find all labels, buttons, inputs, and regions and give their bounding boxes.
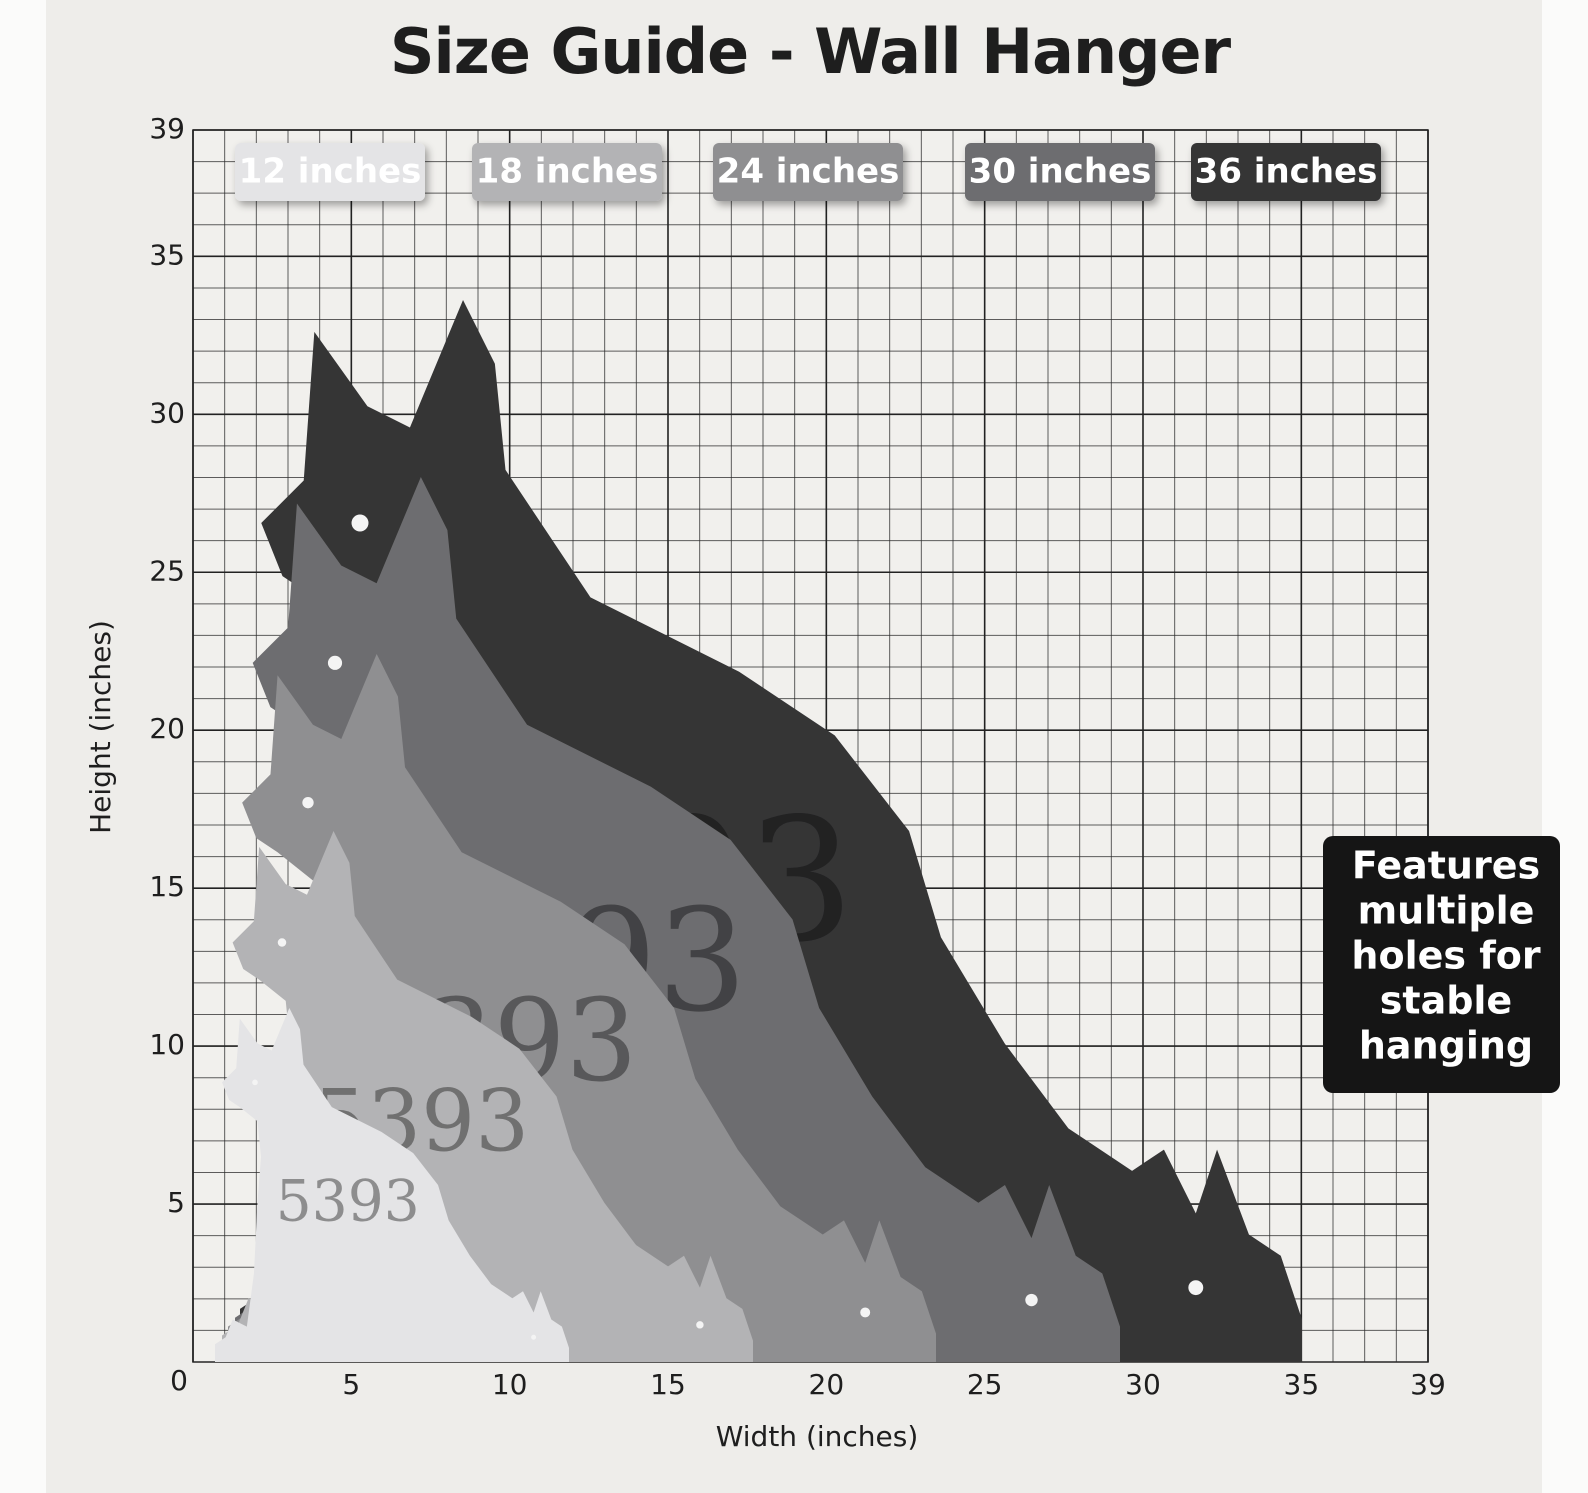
size-label-box	[713, 143, 903, 201]
note-line: Features	[1352, 844, 1540, 888]
mount-hole	[327, 655, 343, 670]
y-tick-label: 39	[149, 112, 185, 145]
y-tick-label: 15	[149, 870, 185, 903]
dog-silhouette: 5393	[215, 1008, 569, 1362]
y-tick-label: 20	[149, 712, 185, 745]
x-tick-label: 30	[1125, 1368, 1161, 1401]
x-tick-label: 20	[809, 1368, 845, 1401]
mount-hole	[252, 1079, 258, 1086]
note-line: hanging	[1359, 1024, 1533, 1068]
size-label: 24 inches	[717, 152, 900, 192]
x-axis-label: Width (inches)	[716, 1420, 919, 1453]
x-tick-label: 5	[342, 1368, 360, 1401]
mount-hole	[531, 1334, 537, 1340]
house-number: 5393	[276, 1169, 420, 1235]
mount-hole	[1025, 1293, 1038, 1307]
size-label-box	[1191, 143, 1381, 201]
size-label: 30 inches	[969, 152, 1152, 192]
size-label: 18 inches	[476, 152, 659, 192]
mount-hole	[860, 1307, 871, 1318]
dog-body	[215, 1008, 569, 1362]
x-tick-label: 10	[492, 1368, 528, 1401]
size-label: 12 inches	[239, 152, 422, 192]
note-line: holes for	[1351, 934, 1540, 978]
size-label: 36 inches	[1195, 152, 1378, 192]
x-tick-label: 15	[650, 1368, 686, 1401]
y-tick-label: 25	[149, 554, 185, 587]
mount-hole	[277, 938, 287, 947]
y-tick-label: 30	[149, 396, 185, 429]
y-tick-label: 5	[167, 1186, 185, 1219]
size-labels: 12 inches 18 inches 24 inches 30 inches 36 i…	[235, 143, 1381, 201]
size-label-box	[965, 143, 1155, 201]
x-tick-label: 35	[1284, 1368, 1320, 1401]
x-tick-label: 25	[967, 1368, 1003, 1401]
note-box	[1323, 836, 1560, 1093]
x-tick-label: 39	[1410, 1368, 1446, 1401]
size-label-box	[235, 143, 425, 201]
mount-hole	[351, 514, 369, 532]
note-line: stable	[1380, 979, 1512, 1023]
mount-hole	[1188, 1280, 1204, 1296]
y-axis-label: Height (inches)	[84, 620, 117, 834]
mount-hole	[302, 797, 314, 809]
dogs: 53935393539353935393	[215, 300, 1302, 1362]
note-line: multiple	[1358, 889, 1535, 933]
y-tick-label: 10	[149, 1028, 185, 1061]
axes: 0 5 10 15 20 25 30 35 39 5 10 15 20 25 30 35 39	[149, 112, 1445, 1401]
x-tick-label: 0	[170, 1364, 188, 1397]
title: Size Guide - Wall Hanger	[390, 15, 1232, 88]
mount-hole	[696, 1321, 704, 1329]
size-label-box	[472, 143, 662, 201]
y-tick-label: 35	[149, 238, 185, 271]
